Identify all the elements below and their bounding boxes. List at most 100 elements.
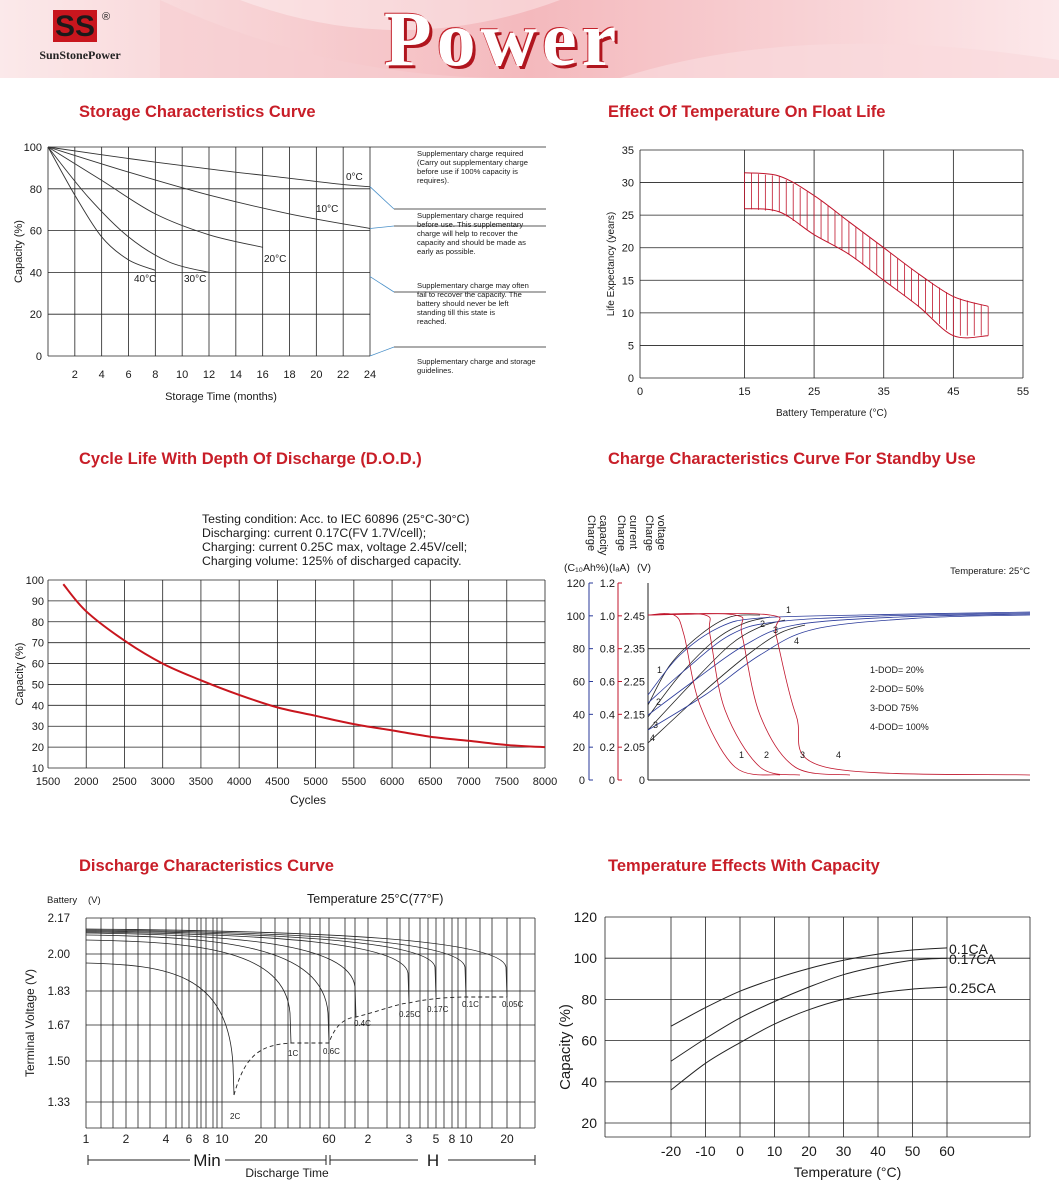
x-tick-label: 20 bbox=[801, 1143, 817, 1159]
test-condition-text: Discharging: current 0.17C(FV 1.7V/cell)… bbox=[202, 526, 426, 540]
y-tick-label: 25 bbox=[622, 210, 634, 222]
capacity-tick-label: 80 bbox=[573, 644, 585, 656]
capacity-unit: (C₁₀Ah%) bbox=[564, 562, 609, 574]
curve-label: 2 bbox=[760, 619, 765, 629]
guideline-text: standing till this state is bbox=[417, 308, 495, 317]
curve-label: 2 bbox=[656, 697, 661, 707]
rate-label: 0.05C bbox=[502, 1000, 524, 1009]
y-tick-label: 20 bbox=[622, 243, 634, 255]
x-tick-label: 15 bbox=[738, 386, 750, 398]
y-tick-label: 90 bbox=[32, 596, 44, 608]
guideline-text: before use. This supplementary bbox=[417, 220, 523, 229]
curve-label: 1 bbox=[786, 605, 791, 615]
company-logo: SS ® SunStonePower bbox=[20, 6, 140, 72]
voltage-tick-label: 2.15 bbox=[624, 709, 645, 721]
rate-label: 0.4C bbox=[354, 1019, 371, 1028]
x-tick-label: 60 bbox=[939, 1143, 955, 1159]
y-tick-label: 20 bbox=[32, 742, 44, 754]
charge-title: Charge Characteristics Curve For Standby… bbox=[608, 450, 976, 468]
axis-header: current bbox=[627, 515, 639, 549]
capacity-tick-label: 120 bbox=[567, 578, 585, 590]
voltage-tick-label: 2.05 bbox=[624, 742, 645, 754]
voltage-tick-label: 2.35 bbox=[624, 644, 645, 656]
x-tick-label: 2500 bbox=[112, 776, 136, 788]
x-tick-label: 25 bbox=[808, 386, 820, 398]
y-tick-label: 5 bbox=[628, 340, 634, 352]
current-tick-label: 0.4 bbox=[600, 709, 615, 721]
temperature-note: Temperature: 25°C bbox=[950, 566, 1030, 577]
axis-header: capacity bbox=[597, 515, 609, 556]
curve-label: 2 bbox=[764, 750, 769, 760]
y-tick-label: 15 bbox=[622, 275, 634, 287]
x-tick-label: 20 bbox=[500, 1132, 514, 1146]
x-tick-label: 16 bbox=[257, 369, 269, 381]
guideline-text: battery should never be left bbox=[417, 299, 509, 308]
discharge-curve bbox=[85, 929, 467, 998]
axis-header: Charge bbox=[585, 515, 597, 551]
curve-label: 1 bbox=[739, 750, 744, 760]
capacity-tick-label: 100 bbox=[567, 611, 585, 623]
current-curve bbox=[647, 613, 781, 776]
voltage-curve bbox=[647, 616, 771, 718]
guideline-text: requires). bbox=[417, 176, 449, 185]
cycle-life-title: Cycle Life With Depth Of Discharge (D.O.… bbox=[79, 450, 422, 468]
y-tick-label: 1.67 bbox=[48, 1020, 70, 1032]
capacity-tick-label: 40 bbox=[573, 709, 585, 721]
zone-connector bbox=[369, 346, 395, 357]
discharge-curve bbox=[85, 962, 235, 1096]
y-tick-label: 120 bbox=[574, 909, 598, 925]
min-bracket bbox=[87, 1155, 327, 1165]
x-tick-label: -20 bbox=[661, 1143, 681, 1159]
x-tick-label: -10 bbox=[695, 1143, 715, 1159]
x-tick-label: 5000 bbox=[303, 776, 327, 788]
x-tick-label: 22 bbox=[337, 369, 349, 381]
y-tick-label: 80 bbox=[30, 184, 42, 196]
discharge-curve bbox=[85, 930, 437, 998]
temperature-chart: 20 40 60 80 100 120 -20 -10 0 10 20 30 40 50 60 Tempera… bbox=[557, 909, 1031, 1180]
y-tick-label: 70 bbox=[32, 638, 44, 650]
x-tick-label: 2 bbox=[72, 369, 78, 381]
current-curve bbox=[647, 613, 851, 776]
y-tick-label: 0 bbox=[36, 351, 42, 363]
current-tick-label: 1.2 bbox=[600, 578, 615, 590]
series-label: 0.1CA bbox=[949, 941, 989, 957]
x-tick-label: 10 bbox=[767, 1143, 783, 1159]
x-tick-label: 5500 bbox=[342, 776, 366, 788]
x-tick-label: 20 bbox=[254, 1132, 268, 1146]
y-tick-label: 60 bbox=[581, 1033, 597, 1049]
test-condition-text: Charging: current 0.25C max, voltage 2.4… bbox=[202, 540, 467, 554]
discharge-curve bbox=[85, 928, 508, 998]
x-tick-label: 10 bbox=[215, 1132, 229, 1146]
capacity-curve bbox=[647, 613, 1031, 716]
h-label: H bbox=[427, 1151, 439, 1170]
x-tick-label: 5 bbox=[433, 1132, 440, 1146]
series-line bbox=[670, 986, 948, 1091]
min-label: Min bbox=[193, 1151, 220, 1170]
rate-label: 0.1C bbox=[462, 1000, 479, 1009]
header-banner: SS ® SunStonePower Power bbox=[0, 0, 1059, 78]
legend-item: 1-DOD= 20% bbox=[870, 665, 924, 675]
y-tick-label: 20 bbox=[581, 1115, 597, 1131]
x-tick-label: 60 bbox=[322, 1132, 336, 1146]
x-tick-label: 6500 bbox=[418, 776, 442, 788]
band-lower bbox=[744, 208, 989, 339]
x-tick-label: 6 bbox=[186, 1132, 193, 1146]
current-curve bbox=[647, 613, 1031, 776]
x-tick-label: 8 bbox=[449, 1132, 456, 1146]
x-tick-label: 7000 bbox=[456, 776, 480, 788]
y-tick-label: 100 bbox=[26, 575, 44, 587]
x-tick-label: 10 bbox=[176, 369, 188, 381]
series-line bbox=[47, 146, 371, 229]
series-line bbox=[670, 957, 948, 1062]
capacity-curve bbox=[647, 611, 1031, 696]
capacity-curve bbox=[647, 612, 1031, 704]
y-axis-label: Terminal Voltage (V) bbox=[23, 969, 37, 1077]
y-tick-label: 50 bbox=[32, 679, 44, 691]
x-tick-label: 6 bbox=[125, 369, 131, 381]
current-tick-label: 0.2 bbox=[600, 742, 615, 754]
legend-item: 2-DOD= 50% bbox=[870, 684, 924, 694]
x-tick-label: 3000 bbox=[150, 776, 174, 788]
zone-connector bbox=[369, 225, 395, 229]
x-tick-label: 40 bbox=[870, 1143, 886, 1159]
y-tick-label: 1.83 bbox=[48, 986, 70, 998]
